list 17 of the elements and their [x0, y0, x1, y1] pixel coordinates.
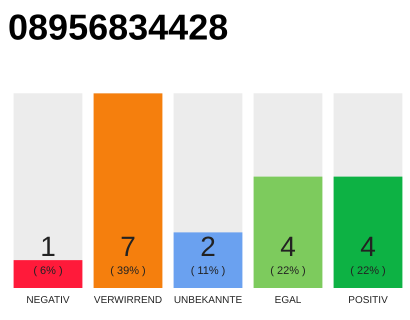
- data-label: 1: [40, 231, 56, 262]
- bar: [14, 260, 82, 288]
- x-tick-label: POSITIV: [348, 294, 388, 306]
- data-label: 2: [200, 231, 216, 262]
- annotation: ( 22% ): [270, 265, 306, 277]
- data-label: 4: [280, 231, 296, 262]
- x-tick-label: UNBEKANNTE: [174, 294, 242, 306]
- x-tick-label: EGAL: [274, 294, 302, 306]
- annotation: ( 11% ): [190, 265, 226, 277]
- data-label: 7: [120, 231, 136, 262]
- annotation: ( 39% ): [110, 265, 146, 277]
- data-label: 4: [360, 231, 376, 262]
- annotation: ( 22% ): [350, 265, 386, 277]
- x-tick-label: NEGATIV: [26, 294, 70, 306]
- annotation: ( 6% ): [33, 265, 63, 277]
- x-tick-label: VERWIRREND: [94, 294, 162, 306]
- chart-title: 08956834428: [8, 6, 228, 48]
